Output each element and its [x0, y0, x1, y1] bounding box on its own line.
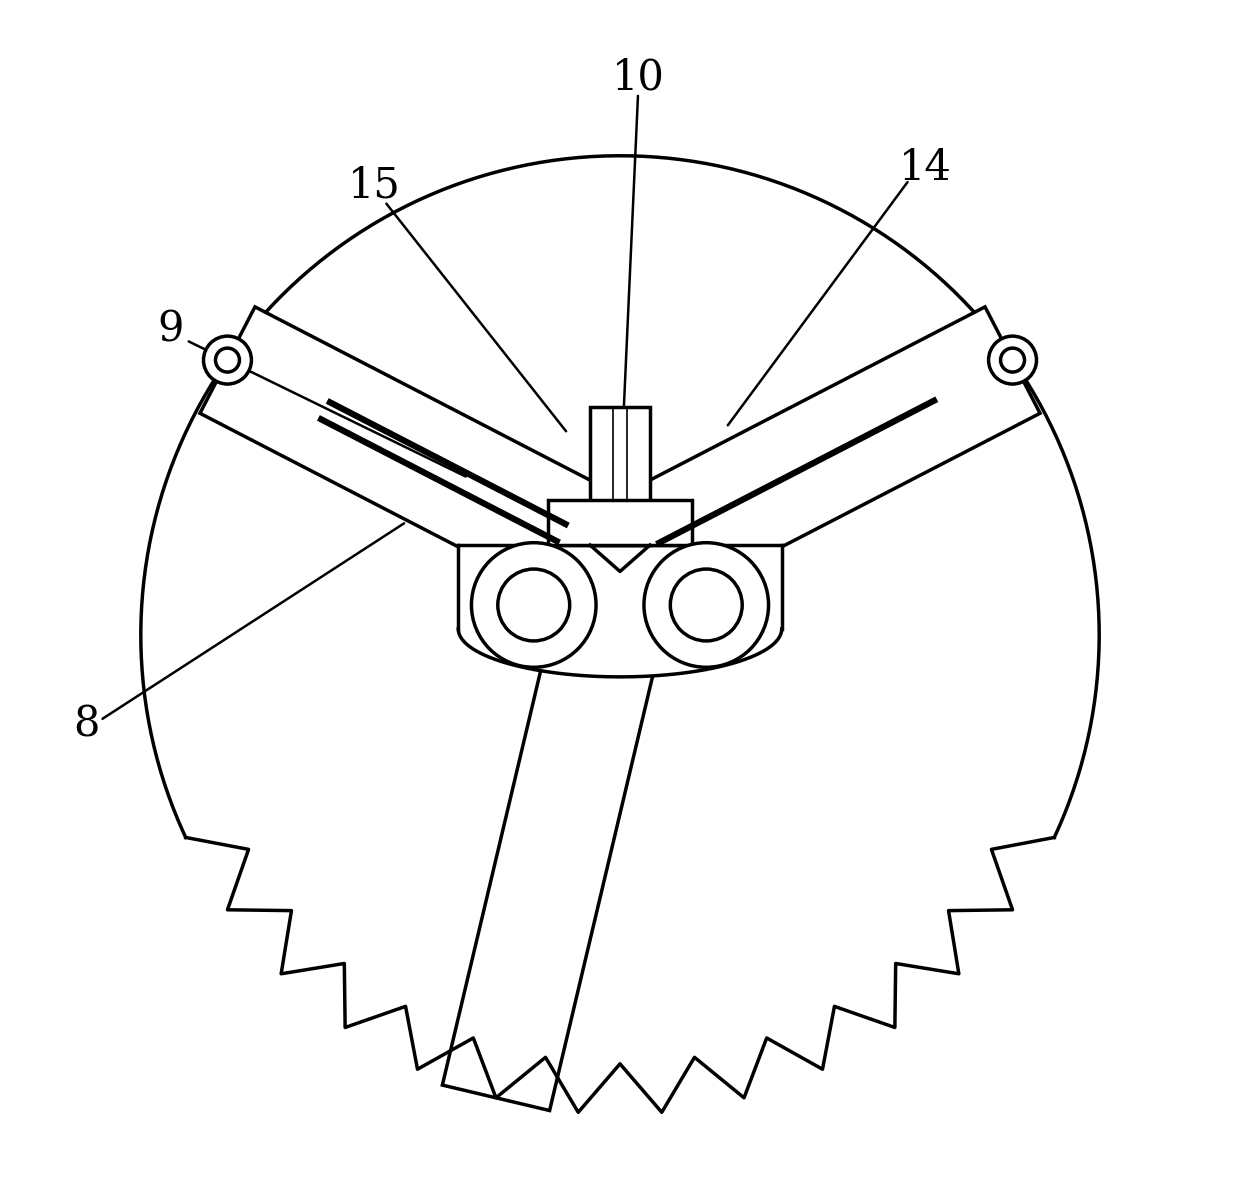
Text: 10: 10 [611, 56, 665, 99]
Text: 14: 14 [899, 146, 952, 189]
Text: 9: 9 [157, 308, 184, 351]
Polygon shape [200, 307, 647, 616]
Bar [548, 500, 692, 545]
Circle shape [471, 543, 596, 667]
Text: 8: 8 [73, 703, 100, 746]
Text: 15: 15 [348, 164, 401, 207]
Circle shape [1001, 349, 1024, 373]
Circle shape [216, 349, 239, 373]
Circle shape [497, 569, 569, 641]
Circle shape [671, 569, 743, 641]
Circle shape [644, 543, 769, 667]
Circle shape [988, 337, 1037, 385]
Polygon shape [459, 545, 781, 677]
Polygon shape [593, 307, 1040, 616]
Circle shape [203, 337, 252, 385]
Bar [590, 407, 650, 545]
Polygon shape [443, 562, 673, 1111]
